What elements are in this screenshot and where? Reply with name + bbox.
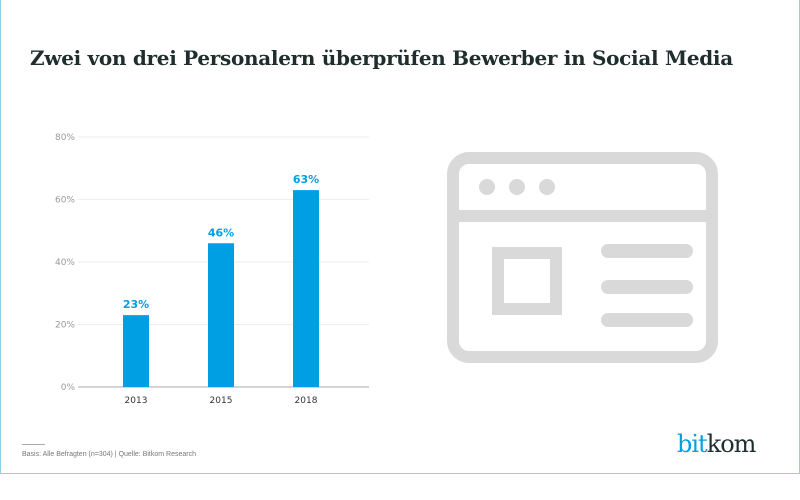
x-tick-label: 2018 (295, 396, 318, 406)
y-tick-label: 0% (61, 383, 76, 393)
bar (293, 190, 319, 387)
y-tick-label: 40% (55, 258, 75, 268)
image-placeholder (492, 247, 562, 315)
bar (208, 243, 234, 387)
footnote: Basis: Alle Befragten (n=304) | Quelle: … (22, 451, 196, 458)
y-tick-label: 20% (55, 321, 75, 331)
window-outline (447, 152, 718, 363)
data-label: 23% (123, 298, 149, 311)
x-tick-label: 2013 (125, 396, 148, 406)
footnote-rule (22, 444, 45, 445)
window-dot (479, 179, 495, 195)
y-tick-label: 60% (55, 196, 75, 206)
bitkom-logo: bitkom (677, 430, 756, 458)
y-tick-label: 80% (55, 133, 75, 143)
window-dot (509, 179, 525, 195)
data-label: 63% (293, 173, 319, 186)
data-label: 46% (208, 226, 234, 239)
bar (123, 315, 149, 387)
x-tick-label: 2015 (210, 396, 233, 406)
window-dot (539, 179, 555, 195)
chart-title: Zwei von drei Personalern überprüfen Bew… (30, 46, 733, 70)
